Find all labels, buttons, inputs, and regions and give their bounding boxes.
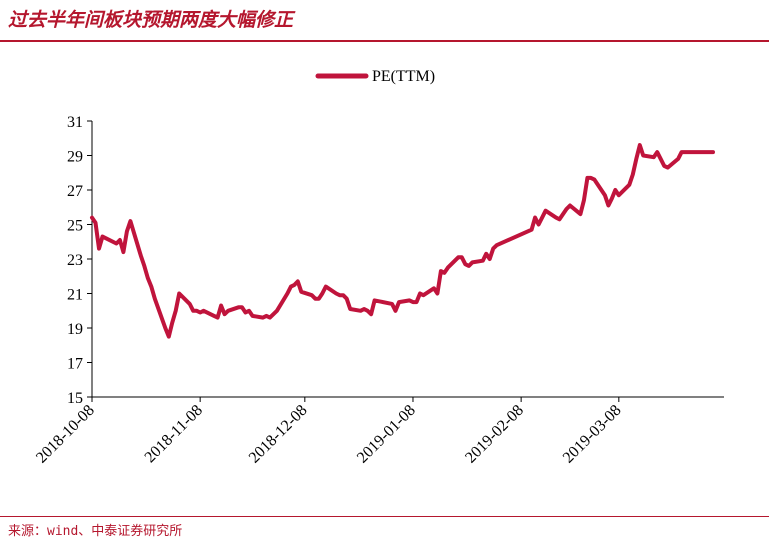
- header-divider: [0, 40, 769, 42]
- series-line-pe-ttm: [90, 143, 715, 339]
- legend: PE(TTM): [315, 68, 435, 85]
- x-tick-label: 2019-01-08: [354, 402, 419, 467]
- y-tick-label: 23: [67, 252, 83, 269]
- x-tick-label: 2019-02-08: [462, 402, 527, 467]
- y-tick-label: 27: [67, 183, 83, 200]
- y-tick-label: 21: [67, 287, 83, 304]
- y-tick-label: 19: [67, 321, 83, 338]
- source-note: 来源：wind、中泰证券研究所: [8, 524, 183, 539]
- y-tick-label: 31: [67, 114, 83, 131]
- x-tick-label: 2018-12-08: [246, 402, 311, 467]
- y-tick-label: 25: [67, 218, 83, 235]
- y-tick-label: 17: [67, 356, 83, 373]
- chart-title: 过去半年间板块预期两度大幅修正: [8, 9, 294, 31]
- y-tick-label: 29: [67, 149, 83, 166]
- x-tick-label: 2018-11-08: [142, 402, 206, 466]
- y-tick-label: 15: [67, 390, 83, 407]
- legend-label-pe-ttm: PE(TTM): [372, 68, 435, 85]
- axes: [91, 121, 724, 398]
- x-tick-label: 2019-03-08: [560, 402, 625, 467]
- x-tick-label: 2018-10-08: [33, 402, 98, 467]
- y-axis-ticks: 15 17 19 21 23 25 27 29 31: [67, 114, 92, 407]
- footer-divider: [0, 516, 769, 517]
- x-axis-ticks: 2018-10-08 2018-11-08 2018-12-08 2019-01-08…: [33, 397, 625, 467]
